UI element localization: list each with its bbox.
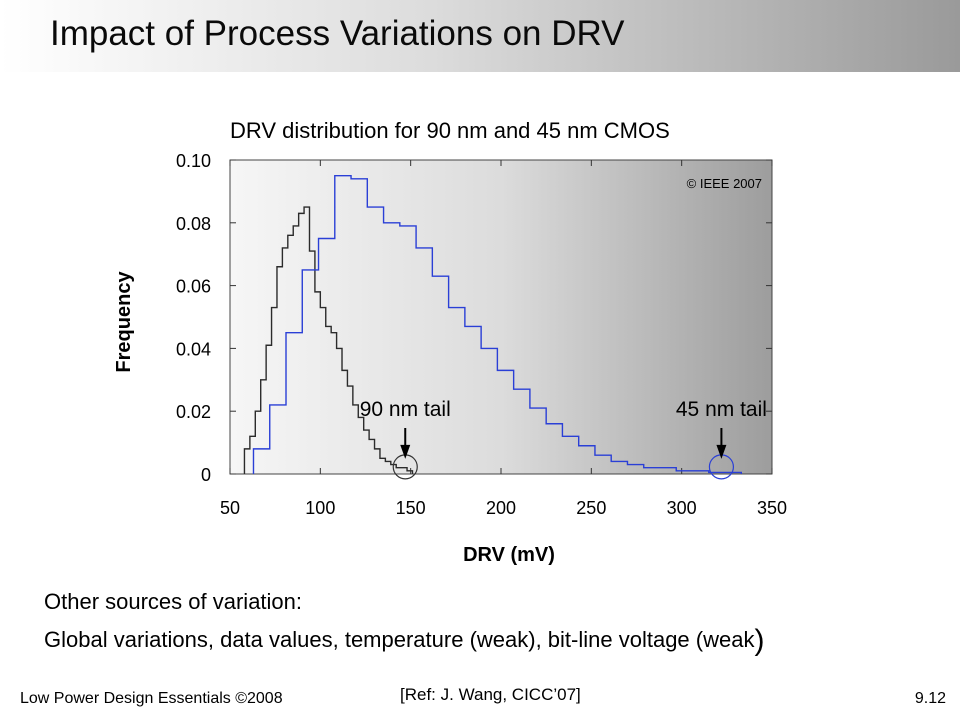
- x-tick-label: 100: [305, 498, 335, 518]
- x-tick-label: 250: [576, 498, 606, 518]
- x-tick-label: 300: [667, 498, 697, 518]
- page-number: 9.12: [914, 690, 946, 707]
- notes-close-paren: ): [754, 624, 765, 657]
- series-90nm-line: [243, 206, 414, 474]
- y-tick-label: 0.02: [176, 402, 211, 422]
- title-bar: [0, 0, 960, 72]
- notes-body: Global variations, data values, temperat…: [44, 624, 764, 658]
- y-tick-label: 0.06: [176, 277, 211, 297]
- tail-annotation-label: 90 nm tail: [360, 398, 451, 421]
- y-tick-label: 0.08: [176, 214, 211, 234]
- tail-annotation-label: 45 nm tail: [676, 398, 767, 421]
- copyright-label: © IEEE 2007: [687, 176, 762, 191]
- series-45nm-line: [252, 175, 742, 474]
- tail-arrow-head: [400, 444, 411, 459]
- x-tick-label: 200: [486, 498, 516, 518]
- y-tick-label: 0.04: [176, 339, 211, 359]
- slide-title: Impact of Process Variations on DRV: [50, 14, 625, 53]
- x-axis-label: DRV (mV): [463, 544, 555, 566]
- tail-arrow-head: [716, 444, 727, 459]
- footer-reference: [Ref: J. Wang, CICC’07]: [400, 685, 581, 704]
- y-tick-label: 0: [201, 465, 211, 485]
- chart-title: DRV distribution for 90 nm and 45 nm CMO…: [230, 118, 670, 143]
- drv-distribution-chart: 0 0.02 0.04 0.06 0.08 0.10 50 100 150 200 250 300 3…: [113, 151, 787, 566]
- x-tick-label: 50: [220, 498, 240, 518]
- notes-heading: Other sources of variation:: [44, 589, 303, 614]
- footer-course: Low Power Design Essentials ©2008: [20, 690, 283, 707]
- y-tick-label: 0.10: [176, 151, 211, 171]
- y-axis-label: Frequency: [113, 271, 135, 373]
- plot-area: [229, 159, 773, 475]
- x-tick-label: 150: [396, 498, 426, 518]
- notes-body-text: Global variations, data values, temperat…: [44, 627, 755, 652]
- x-tick-label: 350: [757, 498, 787, 518]
